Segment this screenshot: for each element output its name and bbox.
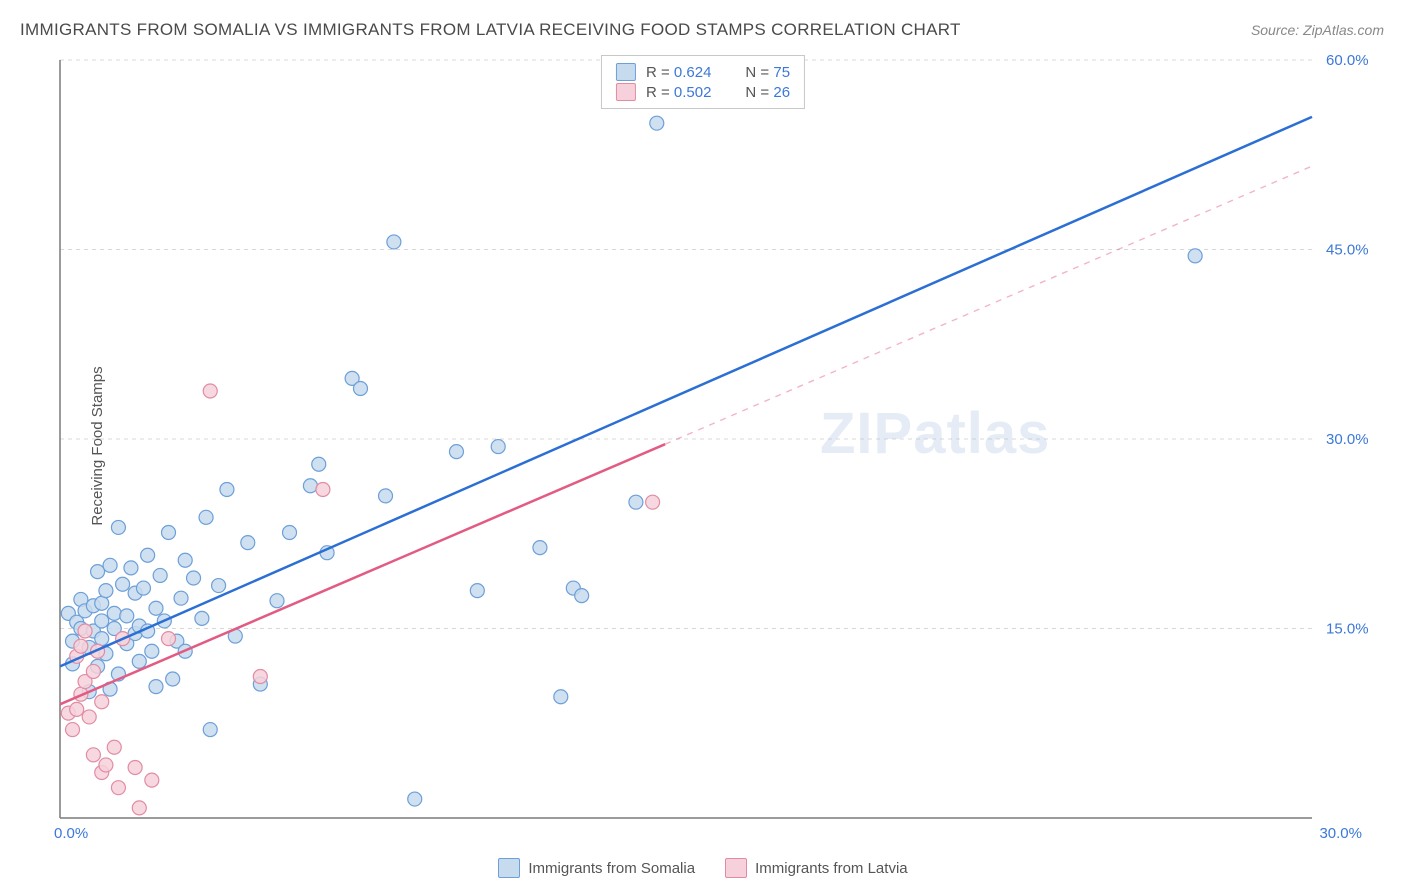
stats-legend-row: R = 0.502 N = 26 bbox=[616, 82, 790, 102]
legend-swatch bbox=[616, 63, 636, 81]
stat-n-label: N = 26 bbox=[745, 84, 790, 101]
chart-title: IMMIGRANTS FROM SOMALIA VS IMMIGRANTS FR… bbox=[20, 20, 961, 40]
svg-text:45.0%: 45.0% bbox=[1326, 242, 1369, 259]
legend-swatch bbox=[498, 858, 520, 878]
statistics-legend: R = 0.624 N = 75 R = 0.502 N = 26 bbox=[601, 55, 805, 109]
svg-text:0.0%: 0.0% bbox=[54, 825, 88, 842]
svg-text:30.0%: 30.0% bbox=[1319, 825, 1362, 842]
plot-area: 15.0% 30.0% 45.0% 60.0% 0.0% 30.0% bbox=[50, 50, 1382, 842]
stats-legend-row: R = 0.624 N = 75 bbox=[616, 62, 790, 82]
legend-swatch bbox=[725, 858, 747, 878]
series-legend: Immigrants from Somalia Immigrants from L… bbox=[0, 858, 1406, 878]
scatter-plot-svg: 15.0% 30.0% 45.0% 60.0% 0.0% 30.0% bbox=[50, 50, 1382, 842]
legend-item: Immigrants from Somalia bbox=[498, 858, 695, 878]
legend-item: Immigrants from Latvia bbox=[725, 858, 908, 878]
svg-text:15.0%: 15.0% bbox=[1326, 621, 1369, 638]
stat-r-label: R = 0.502 bbox=[646, 84, 711, 101]
legend-swatch bbox=[616, 83, 636, 101]
legend-label: Immigrants from Latvia bbox=[755, 860, 908, 877]
stat-n-label: N = 75 bbox=[745, 64, 790, 81]
svg-text:30.0%: 30.0% bbox=[1326, 431, 1369, 448]
source-attribution: Source: ZipAtlas.com bbox=[1251, 22, 1384, 38]
svg-text:60.0%: 60.0% bbox=[1326, 52, 1369, 69]
stat-r-label: R = 0.624 bbox=[646, 64, 711, 81]
legend-label: Immigrants from Somalia bbox=[528, 860, 695, 877]
